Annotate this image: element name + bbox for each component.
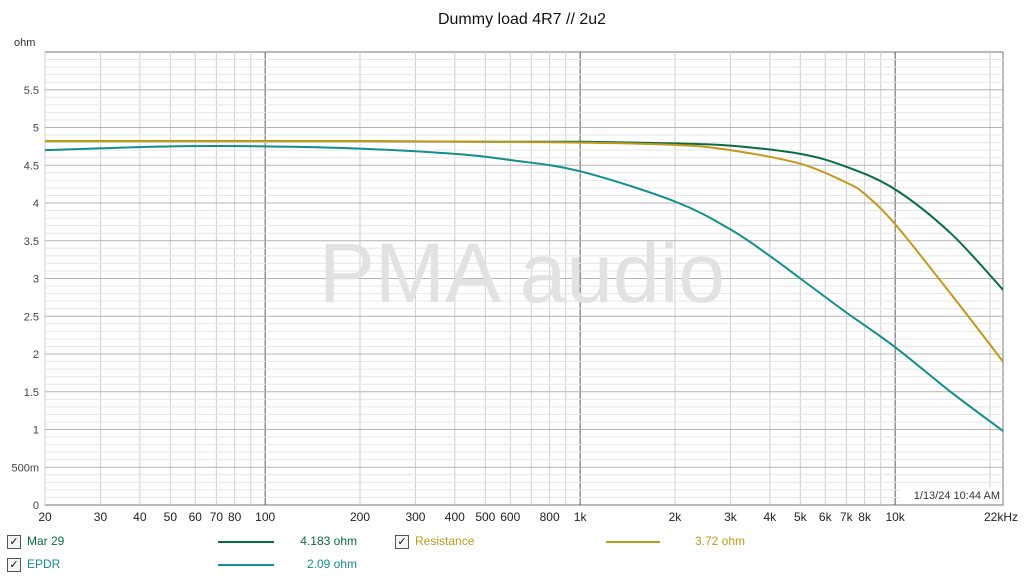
timestamp-bg (900, 487, 1002, 503)
x-tick-label: 7k (840, 510, 854, 524)
x-tick-label: 1k (574, 510, 588, 524)
x-tick-label: 50 (164, 510, 178, 524)
timestamp: 1/13/24 10:44 AM (914, 490, 1000, 502)
y-tick-label: 3.5 (24, 236, 39, 248)
legend-item-resistance: ✓ Resistance 3.72 ohm (388, 531, 768, 551)
legend-series-name: EPDR (27, 557, 61, 571)
legend-series-value: 2.09 ohm (306, 557, 357, 571)
x-tick-label: 2k (669, 510, 683, 524)
y-tick-label: 4 (33, 198, 39, 210)
legend-line-swatch (218, 564, 274, 566)
x-tick-label: 3k (724, 510, 738, 524)
y-tick-label: 3 (33, 274, 39, 286)
x-tick-label: 500 (475, 510, 495, 524)
y-tick-label: 1.5 (24, 387, 39, 399)
x-tick-label: 10k (885, 510, 905, 524)
y-tick-label: 5 (33, 123, 39, 135)
legend-checkbox-resistance[interactable]: ✓ (395, 535, 409, 549)
x-tick-label: 40 (133, 510, 147, 524)
y-tick-label: 0 (33, 500, 39, 512)
x-tick-label: 600 (500, 510, 520, 524)
legend-line-swatch (218, 541, 274, 543)
y-tick-label: 2.5 (24, 311, 39, 323)
legend-checkbox-epdr[interactable]: ✓ (7, 558, 21, 572)
legend-item-epdr: ✓ EPDR 2.09 ohm (0, 554, 380, 574)
x-tick-label: 5k (794, 510, 808, 524)
x-tick-label: 70 (210, 510, 224, 524)
chart-title: Dummy load 4R7 // 2u2 (438, 11, 606, 28)
y-tick-label: 4.5 (24, 160, 39, 172)
x-tick-label: 8k (858, 510, 872, 524)
watermark: PMA audio (319, 226, 725, 320)
x-tick-label: 800 (540, 510, 560, 524)
x-tick-label: 20 (38, 510, 52, 524)
y-tick-label: 5.5 (24, 85, 39, 97)
x-tick-label: 6k (819, 510, 833, 524)
x-tick-label: 400 (445, 510, 465, 524)
tick-layer: 20 30 40 50 60 70 80 100 200 300 400 500 600 800 1k 2k 3… (11, 85, 1018, 524)
legend-series-name: Resistance (415, 534, 475, 548)
legend-checkbox-mar-29[interactable]: ✓ (7, 535, 21, 549)
x-tick-label: 300 (405, 510, 425, 524)
legend-series-value: 4.183 ohm (300, 534, 357, 548)
x-tick-label: 200 (350, 510, 370, 524)
legend-series-value: 3.72 ohm (694, 534, 745, 548)
legend-line-swatch (606, 541, 660, 543)
x-tick-label: 80 (228, 510, 242, 524)
x-tick-label: 30 (94, 510, 108, 524)
series-layer (44, 140, 1004, 432)
grid-layer (44, 52, 1003, 505)
y-tick-label: 500m (11, 462, 39, 474)
legend: ✓ Mar 29 4.183 ohm ✓ Resistance 3.72 ohm… (0, 530, 1024, 580)
y-tick-label: 1 (33, 425, 39, 437)
x-tick-label: 22kHz (984, 510, 1018, 524)
y-axis-label: ohm (14, 37, 35, 49)
legend-series-name: Mar 29 (27, 534, 65, 548)
y-tick-label: 2 (33, 349, 39, 361)
x-tick-label: 4k (763, 510, 777, 524)
series-line-resistance (45, 140, 1004, 363)
x-tick-label: 60 (189, 510, 203, 524)
series-line-epdr (44, 144, 1004, 432)
impedance-chart: PMA audio 20 30 40 50 60 70 80 100 200 300 400 500 6… (11, 11, 1018, 524)
x-tick-label: 100 (255, 510, 275, 524)
legend-item-mar-29: ✓ Mar 29 4.183 ohm (0, 531, 380, 551)
